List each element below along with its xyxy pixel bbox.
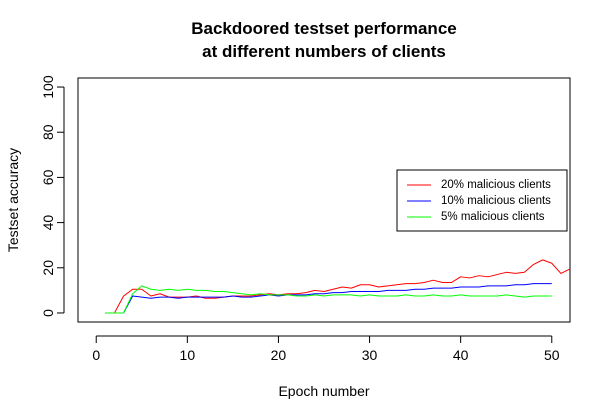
legend-label: 20% malicious clients xyxy=(441,179,551,191)
x-axis: 0 10 20 30 40 50 xyxy=(92,335,560,363)
y-axis: 0 20 40 60 80 100 xyxy=(40,75,65,317)
y-axis-label: Testset accuracy xyxy=(5,148,21,252)
x-tick-label: 0 xyxy=(92,347,100,363)
series-line-1 xyxy=(105,259,570,314)
y-tick-label: 0 xyxy=(40,309,56,317)
x-axis-label: Epoch number xyxy=(278,383,369,399)
y-tick-label: 40 xyxy=(40,215,56,231)
y-tick-label: 60 xyxy=(40,169,56,185)
legend: 20% malicious clients 10% malicious clien… xyxy=(396,169,568,232)
chart-title-line-2: at different numbers of clients xyxy=(202,42,446,61)
x-tick-label: 40 xyxy=(453,347,469,363)
series-layer xyxy=(105,259,570,314)
plot-frame xyxy=(77,77,571,323)
x-tick-label: 50 xyxy=(544,347,560,363)
x-tick-label: 30 xyxy=(362,347,378,363)
y-tick-label: 100 xyxy=(40,75,56,99)
series-line-2 xyxy=(105,283,552,314)
legend-label: 5% malicious clients xyxy=(441,211,545,223)
y-tick-label: 20 xyxy=(40,260,56,276)
chart-title-line-1: Backdoored testset performance xyxy=(191,19,456,38)
x-tick-label: 20 xyxy=(271,347,287,363)
x-tick-label: 10 xyxy=(180,347,196,363)
y-tick-label: 80 xyxy=(40,124,56,140)
series-line-3 xyxy=(105,285,552,314)
legend-label: 10% malicious clients xyxy=(441,195,551,207)
